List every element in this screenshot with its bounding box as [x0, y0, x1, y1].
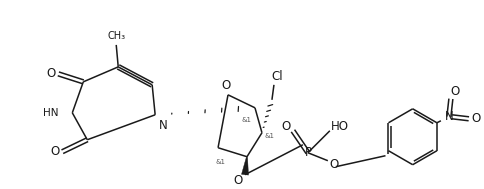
- Text: HN: HN: [43, 108, 59, 118]
- Text: O: O: [51, 145, 60, 158]
- Polygon shape: [242, 157, 248, 175]
- Text: O: O: [329, 158, 338, 171]
- Text: N: N: [159, 119, 168, 132]
- Text: &1: &1: [242, 117, 252, 123]
- Text: O: O: [47, 67, 56, 80]
- Text: &1: &1: [215, 159, 225, 165]
- Text: O: O: [281, 120, 290, 133]
- Text: &1: &1: [265, 133, 275, 139]
- Text: P: P: [304, 146, 311, 159]
- Text: O: O: [471, 112, 481, 125]
- Text: CH₃: CH₃: [107, 31, 125, 41]
- Text: N: N: [444, 110, 453, 123]
- Text: Cl: Cl: [271, 70, 283, 83]
- Text: O: O: [450, 85, 459, 98]
- Text: HO: HO: [331, 120, 349, 133]
- Text: O: O: [233, 174, 242, 187]
- Text: O: O: [221, 79, 231, 92]
